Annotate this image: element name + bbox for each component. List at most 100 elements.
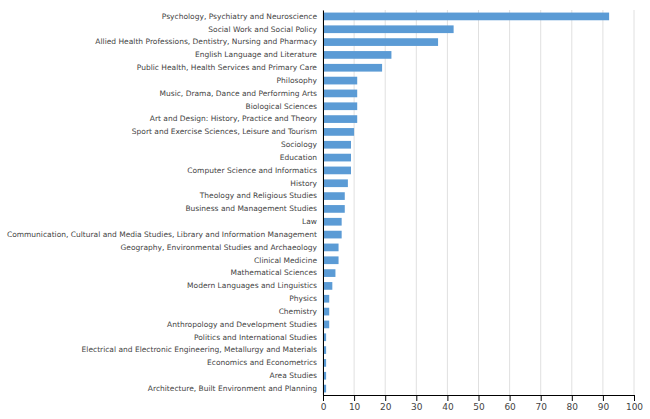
tick-label: Physics [289,294,317,303]
tick: Mathematical Sciences [231,268,323,277]
tick-mark [634,395,635,401]
tick: Politics and International Studies [194,333,323,342]
grid-line [385,10,386,395]
tick-label: Public Health, Health Services and Prima… [137,63,318,72]
bar [323,167,351,175]
tick-mark [510,395,511,401]
tick: 80 [567,395,579,412]
tick: 30 [411,395,423,412]
tick: Business and Management Studies [185,204,323,213]
tick: Sport and Exercise Sciences, Leisure and… [132,127,323,136]
tick-label: 60 [504,402,516,412]
bar [323,64,382,72]
tick-label: 70 [535,402,547,412]
bar [323,256,339,264]
bar [323,179,348,187]
tick: Law [302,217,323,226]
bar [323,90,357,98]
grid-line [602,10,603,395]
bar [323,282,332,290]
tick-mark [323,395,324,401]
tick-label: Politics and International Studies [194,333,317,342]
tick: Social Work and Social Policy [208,25,323,34]
tick-label: Mathematical Sciences [231,268,318,277]
tick: 70 [535,395,547,412]
tick-mark [572,395,573,401]
tick: Economics and Econometrics [207,358,323,367]
grid-line [447,10,448,395]
tick: Geography, Environmental Studies and Arc… [121,243,323,252]
grid-line [323,10,324,395]
bar [323,77,357,85]
grid-line [540,10,541,395]
tick: Clinical Medicine [254,256,323,265]
tick: Anthropology and Development Studies [167,320,323,329]
tick-label: Social Work and Social Policy [208,25,317,34]
bar [323,51,391,59]
tick-label: Philosophy [277,76,318,85]
tick-label: Law [302,217,317,226]
bars [323,13,609,393]
tick: 10 [349,395,361,412]
tick: Education [280,153,323,162]
chart: 0 10 20 30 40 50 60 70 80 90 100 Architecture, Buil… [0,0,650,419]
tick: Physics [289,294,323,303]
bar [323,13,609,21]
tick-label: English Language and Literature [195,50,317,59]
grid [323,10,634,395]
tick-mark [354,395,355,401]
tick: Modern Languages and Linguistics [187,281,323,290]
tick-label: 10 [349,402,361,412]
tick-mark [603,395,604,401]
tick-label: Economics and Econometrics [207,358,317,367]
tick-label: Theology and Religious Studies [199,191,317,200]
tick-mark [541,395,542,401]
bar [323,244,339,252]
category-axis: Architecture, Built Environment and Plan… [7,11,324,396]
tick-label: Music, Drama, Dance and Performing Arts [160,89,318,98]
tick-label: Architecture, Built Environment and Plan… [148,384,317,393]
tick-label: Business and Management Studies [185,204,317,213]
tick-label: Sport and Exercise Sciences, Leisure and… [132,127,317,136]
tick-label: 20 [380,402,392,412]
tick-label: 100 [626,402,643,412]
tick-label: 40 [442,402,454,412]
tick-label: Modern Languages and Linguistics [187,281,317,290]
tick: Chemistry [279,307,323,316]
bar [323,25,454,33]
tick: Music, Drama, Dance and Performing Arts [160,89,323,98]
bar [323,218,342,226]
tick: Allied Health Professions, Dentistry, Nu… [95,37,323,46]
tick: Art and Design: History, Practice and Th… [150,114,323,123]
tick-mark [479,395,480,401]
tick-label: Allied Health Professions, Dentistry, Nu… [95,37,317,46]
tick-mark [447,395,448,401]
tick: Public Health, Health Services and Prima… [137,63,323,72]
tick-label: Area Studies [270,371,318,380]
bar [323,38,438,46]
tick: English Language and Literature [195,50,323,59]
bar [323,128,354,136]
tick-label: 90 [598,402,610,412]
tick: 100 [626,395,643,412]
tick: Psychology, Psychiatry and Neuroscience [162,12,323,21]
bar [323,205,345,213]
tick-label: 0 [321,402,327,412]
tick-label: History [290,179,317,188]
tick-label: 50 [473,402,485,412]
tick: Philosophy [277,76,323,85]
tick-label: Art and Design: History, Practice and Th… [150,114,318,123]
bar [323,102,357,110]
bar [323,192,345,200]
tick-label: 30 [411,402,423,412]
tick: 60 [504,395,516,412]
tick: 90 [598,395,610,412]
value-axis: 0 10 20 30 40 50 60 70 80 90 100 [321,395,644,412]
tick: Architecture, Built Environment and Plan… [148,384,323,393]
tick-label: Clinical Medicine [254,256,317,265]
tick-label: Sociology [281,140,318,149]
tick: Computer Science and Informatics [187,166,323,175]
tick-label: Biological Sciences [245,102,317,111]
tick: Area Studies [270,371,323,380]
tick: Sociology [281,140,323,149]
